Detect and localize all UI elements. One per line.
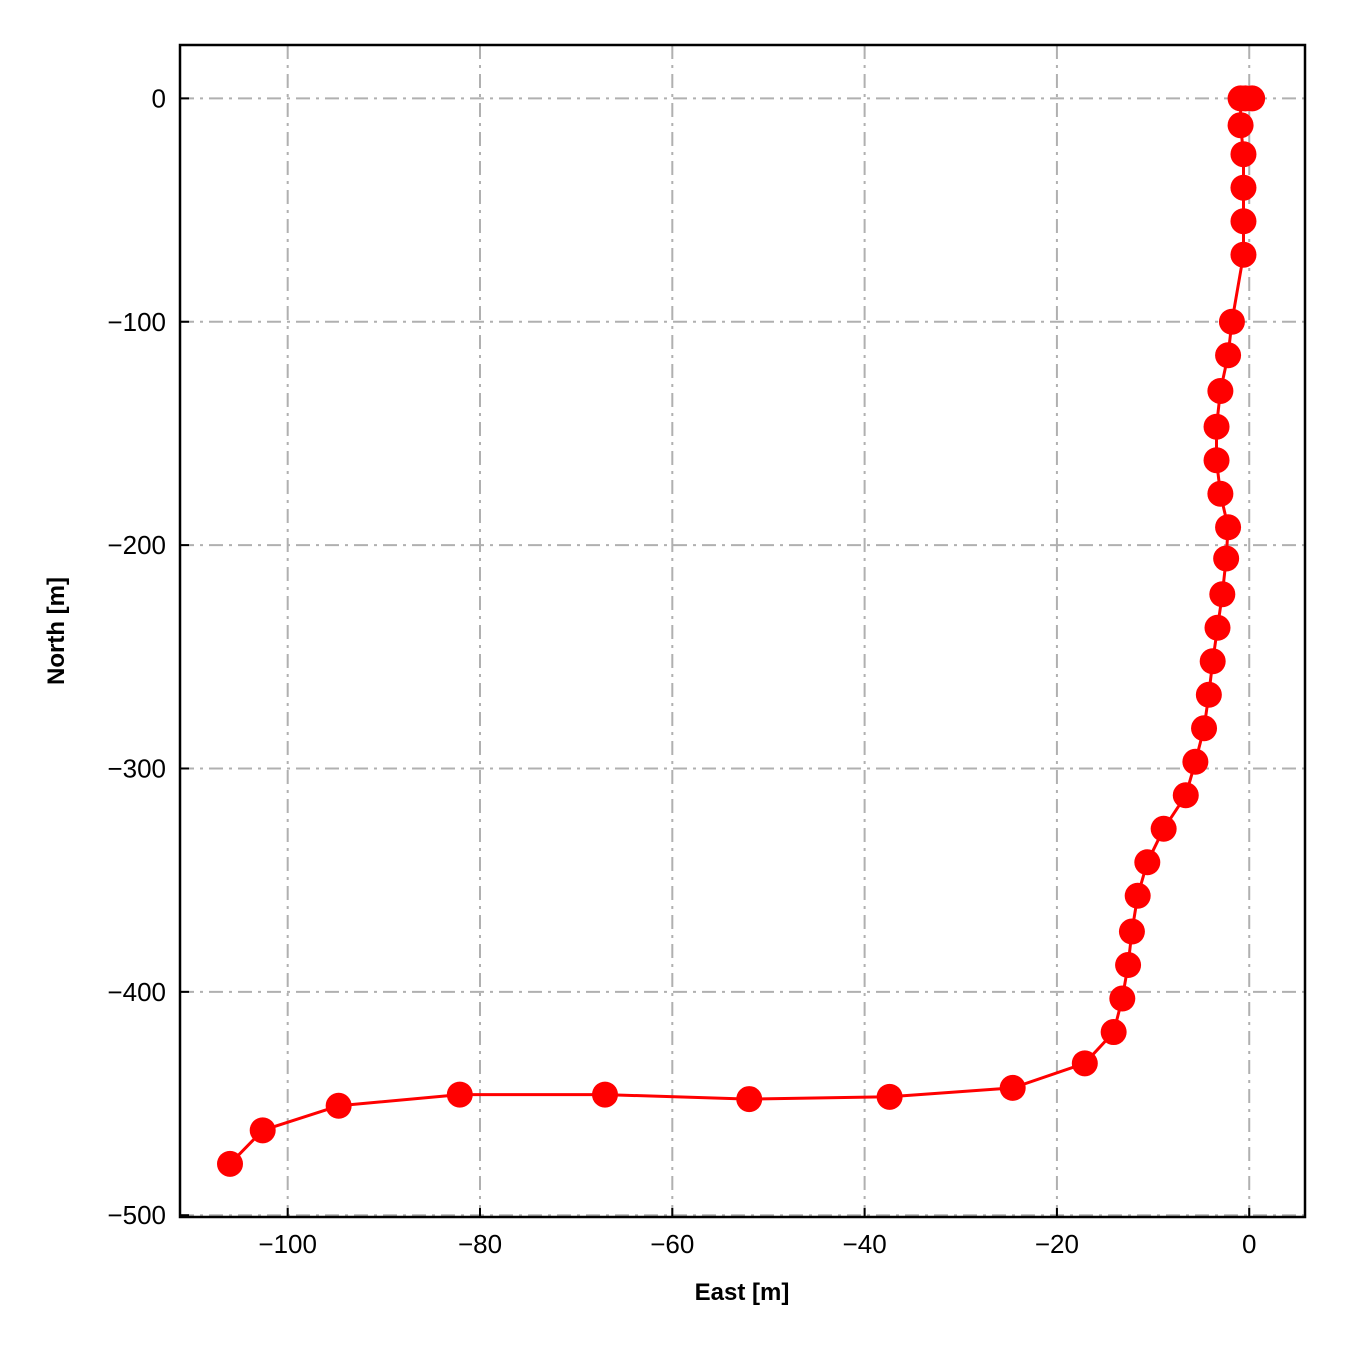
x-tick-label: 0 bbox=[1242, 1229, 1256, 1259]
data-point bbox=[1207, 480, 1234, 507]
data-point bbox=[1124, 882, 1151, 909]
grid-lines bbox=[180, 45, 1305, 1217]
y-tick-label: −300 bbox=[107, 753, 166, 783]
data-point bbox=[1150, 815, 1177, 842]
data-point bbox=[1195, 681, 1222, 708]
data-point bbox=[325, 1092, 352, 1119]
data-point bbox=[446, 1081, 473, 1108]
data-point bbox=[1215, 342, 1242, 369]
data-point bbox=[1207, 377, 1234, 404]
data-point bbox=[1230, 241, 1257, 268]
data-point bbox=[592, 1081, 618, 1108]
data-point bbox=[1213, 545, 1240, 572]
data-point bbox=[1172, 782, 1199, 809]
data-point bbox=[876, 1083, 903, 1110]
data-point bbox=[217, 1150, 243, 1177]
data-point bbox=[1191, 715, 1218, 742]
y-tick-label: −100 bbox=[107, 307, 166, 337]
data-point bbox=[1203, 413, 1230, 440]
data-point bbox=[1215, 514, 1242, 541]
data-point bbox=[1230, 141, 1257, 168]
data-point bbox=[999, 1074, 1026, 1101]
y-axis-label: North [m] bbox=[43, 577, 70, 685]
data-point bbox=[736, 1086, 763, 1113]
data-point bbox=[1227, 85, 1254, 112]
data-point bbox=[1100, 1019, 1127, 1046]
x-tick-label: −20 bbox=[1035, 1229, 1079, 1259]
data-point bbox=[1203, 447, 1230, 474]
axis-ticks: −100 −80 −60 −40 −20 00−100−200−300−400−500 bbox=[107, 83, 1256, 1259]
x-tick-label: −60 bbox=[650, 1229, 694, 1259]
x-tick-label: −40 bbox=[843, 1229, 887, 1259]
data-point bbox=[1118, 918, 1145, 945]
series-layer bbox=[217, 85, 1266, 1177]
data-point bbox=[1227, 112, 1254, 139]
data-point bbox=[1071, 1050, 1098, 1077]
data-point bbox=[1134, 849, 1161, 876]
data-point bbox=[1109, 985, 1136, 1012]
data-point bbox=[1230, 208, 1257, 235]
y-tick-label: −400 bbox=[107, 977, 166, 1007]
data-point bbox=[1209, 581, 1236, 608]
data-point bbox=[249, 1117, 276, 1144]
x-tick-label: −100 bbox=[258, 1229, 317, 1259]
y-tick-label: −500 bbox=[107, 1200, 166, 1230]
data-point bbox=[1218, 308, 1245, 335]
data-point bbox=[1204, 614, 1231, 641]
data-point bbox=[1230, 174, 1257, 201]
y-tick-label: 0 bbox=[152, 83, 166, 113]
x-tick-label: −80 bbox=[458, 1229, 502, 1259]
plot-frame bbox=[178, 43, 1307, 1219]
series-line bbox=[228, 96, 1253, 1165]
data-point bbox=[1115, 952, 1142, 979]
data-point bbox=[1182, 748, 1209, 775]
x-axis-label: East [m] bbox=[695, 1279, 790, 1306]
y-tick-label: −200 bbox=[107, 530, 166, 560]
data-point bbox=[1199, 648, 1226, 675]
